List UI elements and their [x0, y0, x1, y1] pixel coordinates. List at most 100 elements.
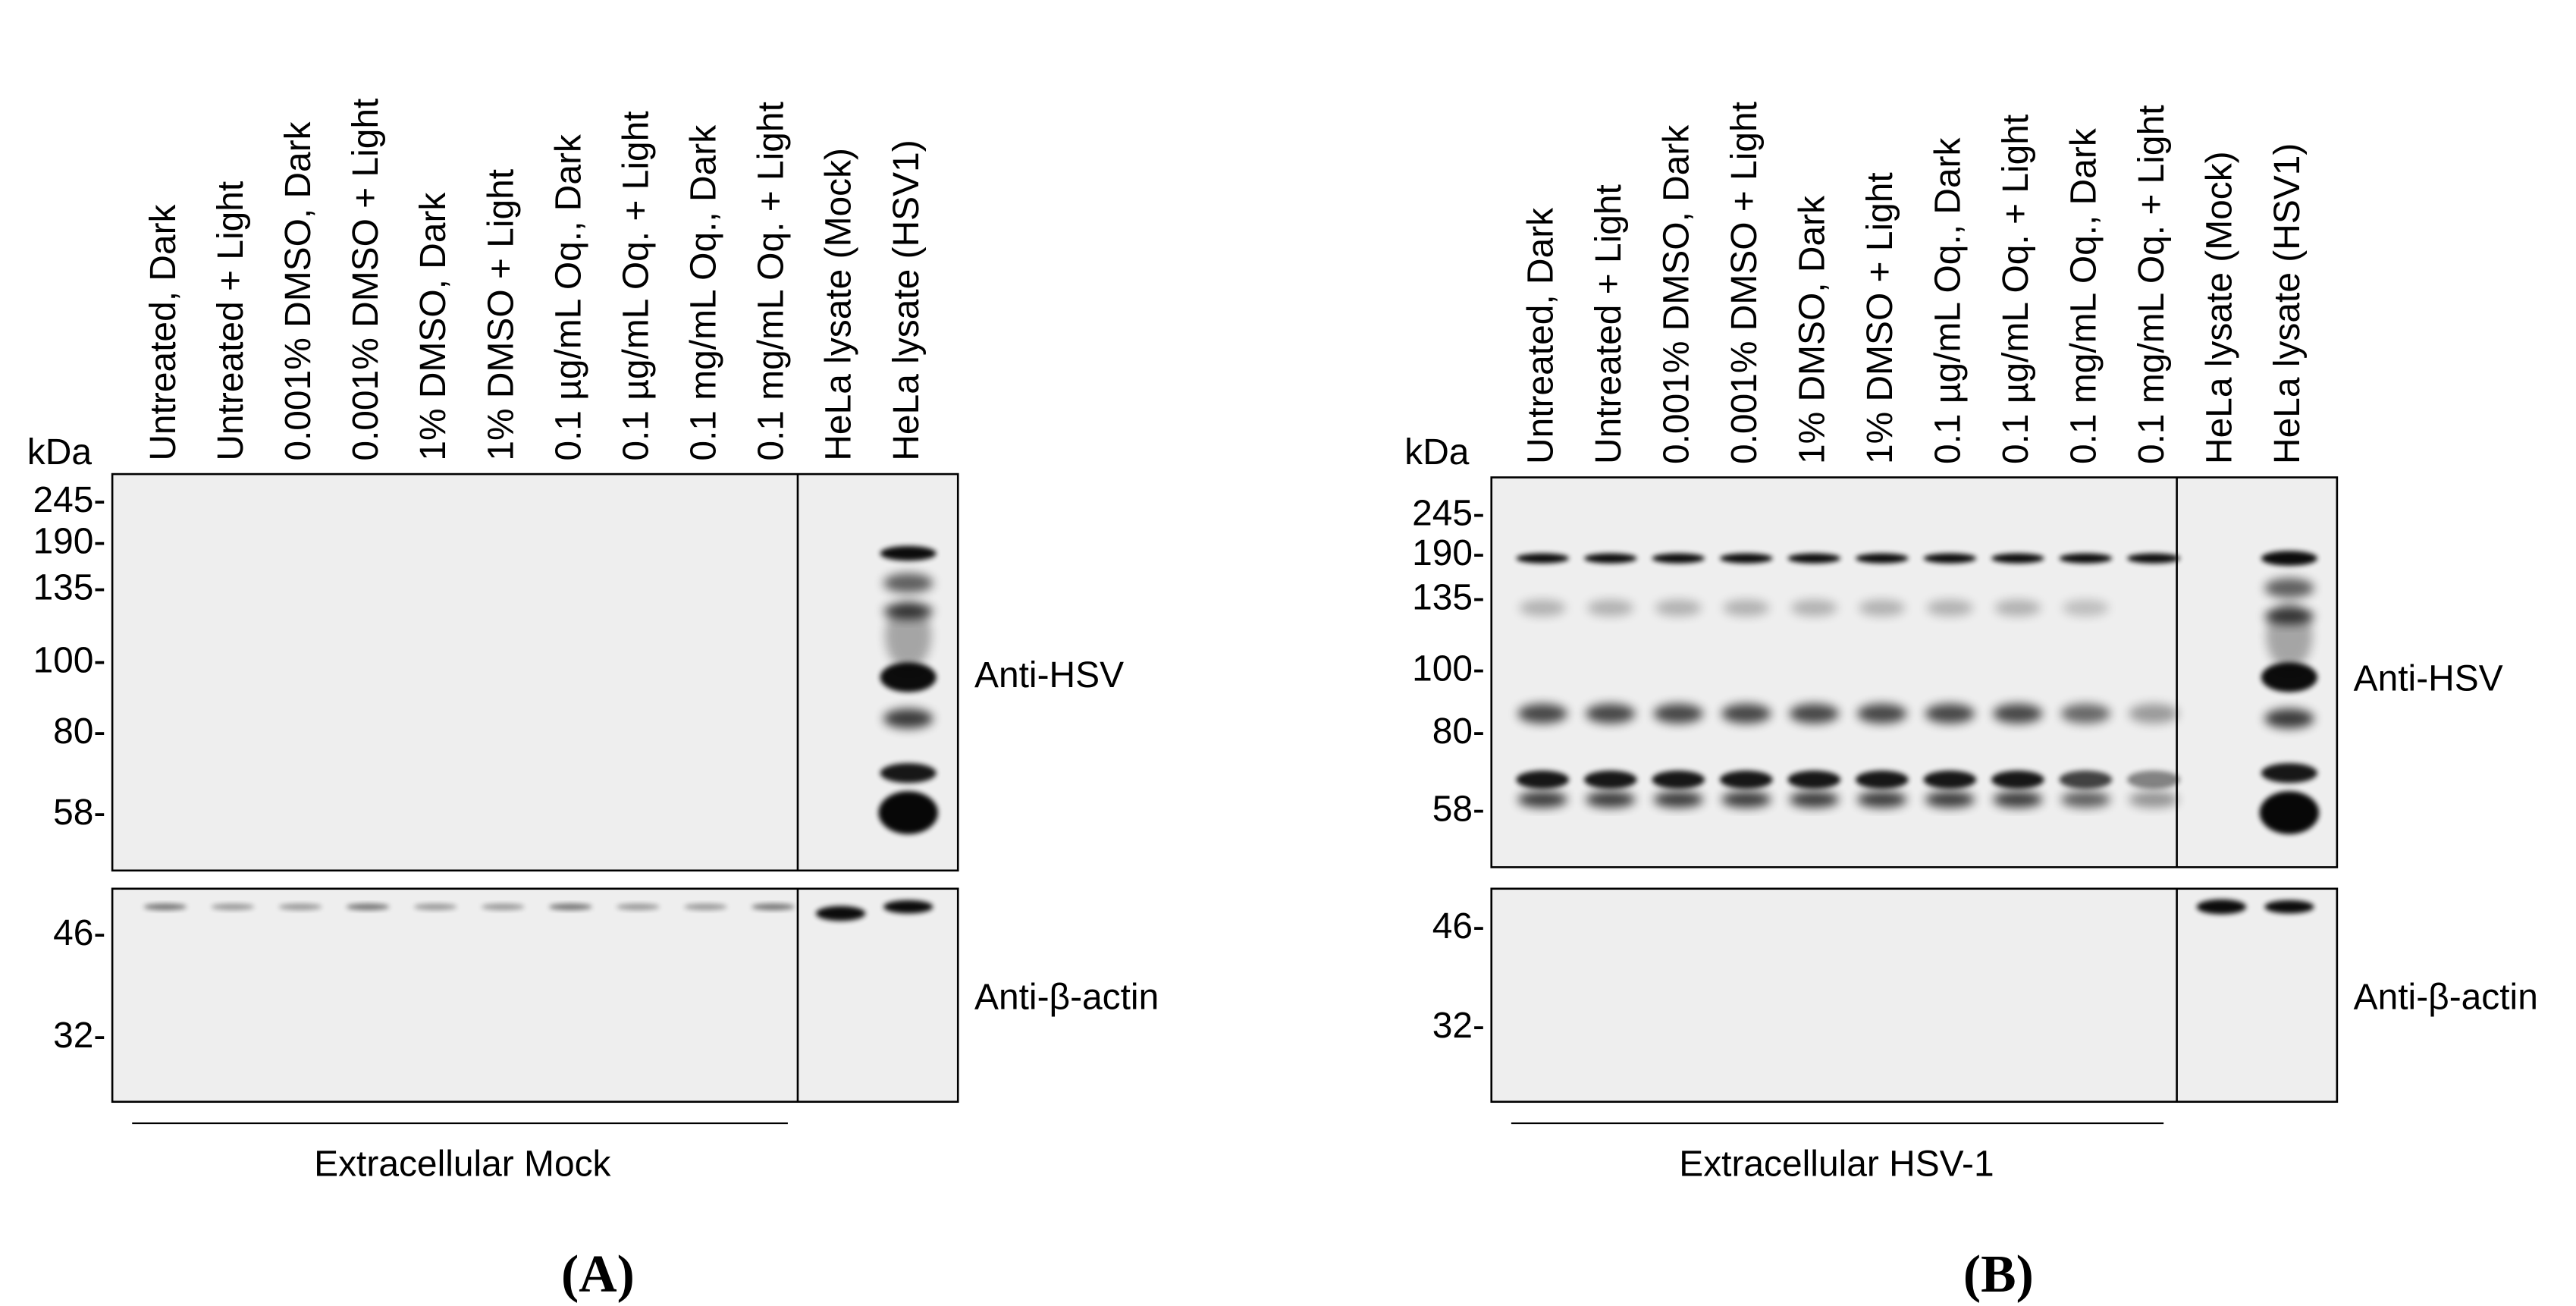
lane-label: 0.1 µg/mL Oq. + Light [1996, 115, 2036, 464]
band [211, 903, 255, 911]
band [2264, 900, 2314, 914]
marker-label: 135- [33, 568, 106, 608]
band [1516, 553, 1570, 564]
band [1923, 771, 1977, 789]
band [1789, 703, 1839, 724]
band [1789, 791, 1839, 808]
band [1517, 791, 1567, 808]
antibody-label: Anti-HSV [2354, 658, 2503, 699]
band [1923, 553, 1977, 564]
band [1719, 771, 1773, 789]
band [1583, 553, 1637, 564]
lane-label: 0.001% DMSO + Light [346, 99, 386, 461]
band [1723, 599, 1770, 617]
band [2062, 599, 2109, 617]
marker-label: 32- [53, 1016, 105, 1056]
blot-hsv [111, 472, 959, 872]
marker-label: 245- [1412, 494, 1485, 534]
band [1719, 553, 1773, 564]
marker-label: 58- [1432, 789, 1485, 829]
lane-label: Untreated + Light [1589, 184, 1629, 464]
lane-label: 0.001% DMSO, Dark [1656, 124, 1696, 464]
band [1787, 771, 1841, 789]
band [1519, 599, 1566, 617]
blot-actin [1490, 887, 2339, 1104]
band [2261, 662, 2317, 692]
marker-label: 100- [33, 640, 106, 680]
band [143, 903, 187, 911]
lane-label: 0.1 mg/mL Oq., Dark [2063, 127, 2104, 464]
lane-label: 0.1 mg/mL Oq., Dark [684, 124, 724, 461]
band [2264, 578, 2314, 598]
band [2127, 553, 2180, 564]
band [1925, 703, 1975, 724]
lane-label: 0.1 µg/mL Oq., Dark [548, 133, 588, 461]
kda-label: kDa [27, 432, 93, 472]
band [1991, 771, 2044, 789]
lane-label: HeLa lysate (HSV1) [886, 140, 927, 460]
band [2059, 553, 2113, 564]
lane-label: 1% DMSO, Dark [413, 192, 453, 461]
band [481, 903, 525, 911]
panel: Untreated, Dark Untreated + Light 0.001% D… [1404, 102, 2538, 1304]
band [1857, 791, 1907, 808]
lane-label: 1% DMSO + Light [1860, 172, 1900, 464]
marker-label: 46- [53, 913, 105, 953]
band [2196, 899, 2247, 915]
group-label: Extracellular Mock [314, 1144, 611, 1185]
band [1586, 703, 1636, 724]
band [880, 545, 937, 561]
marker-label: 245- [33, 480, 106, 520]
band [1855, 553, 1909, 564]
band [413, 903, 457, 911]
band [883, 900, 933, 914]
lane-label: Untreated, Dark [143, 203, 184, 460]
band [2261, 551, 2317, 566]
lane-label: Untreated + Light [211, 181, 251, 461]
band [346, 903, 390, 911]
lane-label: HeLa lysate (Mock) [819, 148, 859, 461]
lane-label: 1% DMSO, Dark [1792, 195, 1832, 464]
band [880, 662, 937, 692]
blot-hsv [1490, 476, 2339, 868]
lane-label: 0.1 µg/mL Oq., Dark [1928, 137, 1968, 464]
band [1587, 599, 1634, 617]
band [2059, 771, 2113, 789]
lane-label: HeLa lysate (Mock) [2199, 151, 2239, 464]
lane-label: 0.1 mg/mL Oq. + Light [2132, 105, 2172, 464]
band [1516, 771, 1570, 789]
band [1652, 771, 1705, 789]
band [617, 903, 660, 911]
band [2264, 708, 2314, 729]
lane-label: HeLa lysate (HSV1) [2267, 143, 2308, 464]
marker-label: 100- [1412, 648, 1485, 689]
lane-label: 1% DMSO + Light [481, 169, 521, 461]
band [2129, 703, 2179, 724]
band [684, 903, 727, 911]
band [1926, 599, 1973, 617]
band [1993, 703, 2043, 724]
band [1991, 553, 2044, 564]
lane-label: 0.001% DMSO + Light [1724, 102, 1765, 464]
band [278, 903, 322, 911]
blot-actin [111, 887, 959, 1104]
lane-label: 0.001% DMSO, Dark [278, 121, 318, 460]
lane-label: 0.1 mg/mL Oq. + Light [751, 102, 792, 461]
antibody-label: Anti-HSV [974, 655, 1124, 695]
band [1857, 703, 1907, 724]
band [1652, 553, 1705, 564]
band [1994, 599, 2041, 617]
band [1790, 599, 1837, 617]
band [2127, 771, 2180, 789]
marker-label: 80- [53, 711, 105, 752]
band [1583, 771, 1637, 789]
band [2060, 703, 2111, 724]
marker-label: 80- [1432, 711, 1485, 752]
band [2266, 602, 2313, 670]
band [815, 906, 866, 921]
band [885, 602, 932, 670]
band [1859, 599, 1906, 617]
band [878, 791, 938, 834]
